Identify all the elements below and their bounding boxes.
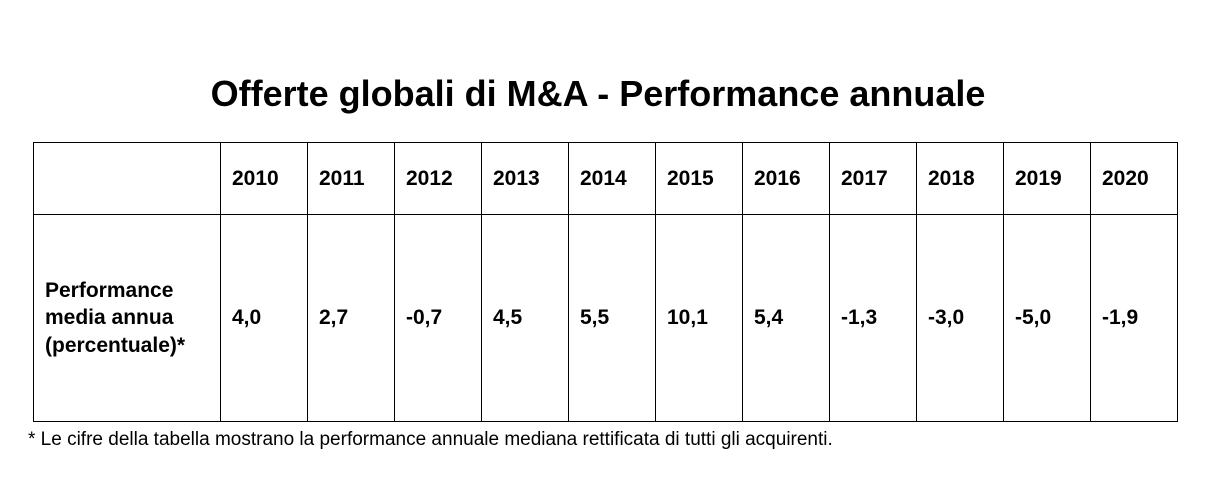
value-cell-2010: 4,0 — [220, 214, 308, 422]
year-header-2016: 2016 — [742, 142, 830, 215]
table-header-row: 2010 2011 2012 2013 2014 2015 2016 2017 … — [33, 142, 1178, 215]
year-header-2015: 2015 — [655, 142, 743, 215]
year-header-2018: 2018 — [916, 142, 1004, 215]
year-header-2011: 2011 — [307, 142, 395, 215]
value-cell-2020: -1,9 — [1090, 214, 1178, 422]
value-cell-2019: -5,0 — [1003, 214, 1091, 422]
year-header-2019: 2019 — [1003, 142, 1091, 215]
value-cell-2012: -0,7 — [394, 214, 482, 422]
year-header-2020: 2020 — [1090, 142, 1178, 215]
value-cell-2015: 10,1 — [655, 214, 743, 422]
year-header-2010: 2010 — [220, 142, 308, 215]
year-header-2017: 2017 — [829, 142, 917, 215]
year-header-2014: 2014 — [568, 142, 656, 215]
value-cell-2017: -1,3 — [829, 214, 917, 422]
value-cell-2013: 4,5 — [481, 214, 569, 422]
corner-cell — [33, 142, 221, 215]
row-label: Performance media annua (percentuale)* — [33, 214, 221, 422]
year-header-2012: 2012 — [394, 142, 482, 215]
footnote: * Le cifre della tabella mostrano la per… — [28, 429, 833, 450]
value-cell-2011: 2,7 — [307, 214, 395, 422]
value-cell-2014: 5,5 — [568, 214, 656, 422]
value-cell-2016: 5,4 — [742, 214, 830, 422]
value-cell-2018: -3,0 — [916, 214, 1004, 422]
page-title: Offerte globali di M&A - Performance ann… — [210, 73, 986, 114]
year-header-2013: 2013 — [481, 142, 569, 215]
performance-table: 2010 2011 2012 2013 2014 2015 2016 2017 … — [33, 142, 1178, 422]
table-data-row: Performance media annua (percentuale)* 4… — [33, 214, 1178, 422]
